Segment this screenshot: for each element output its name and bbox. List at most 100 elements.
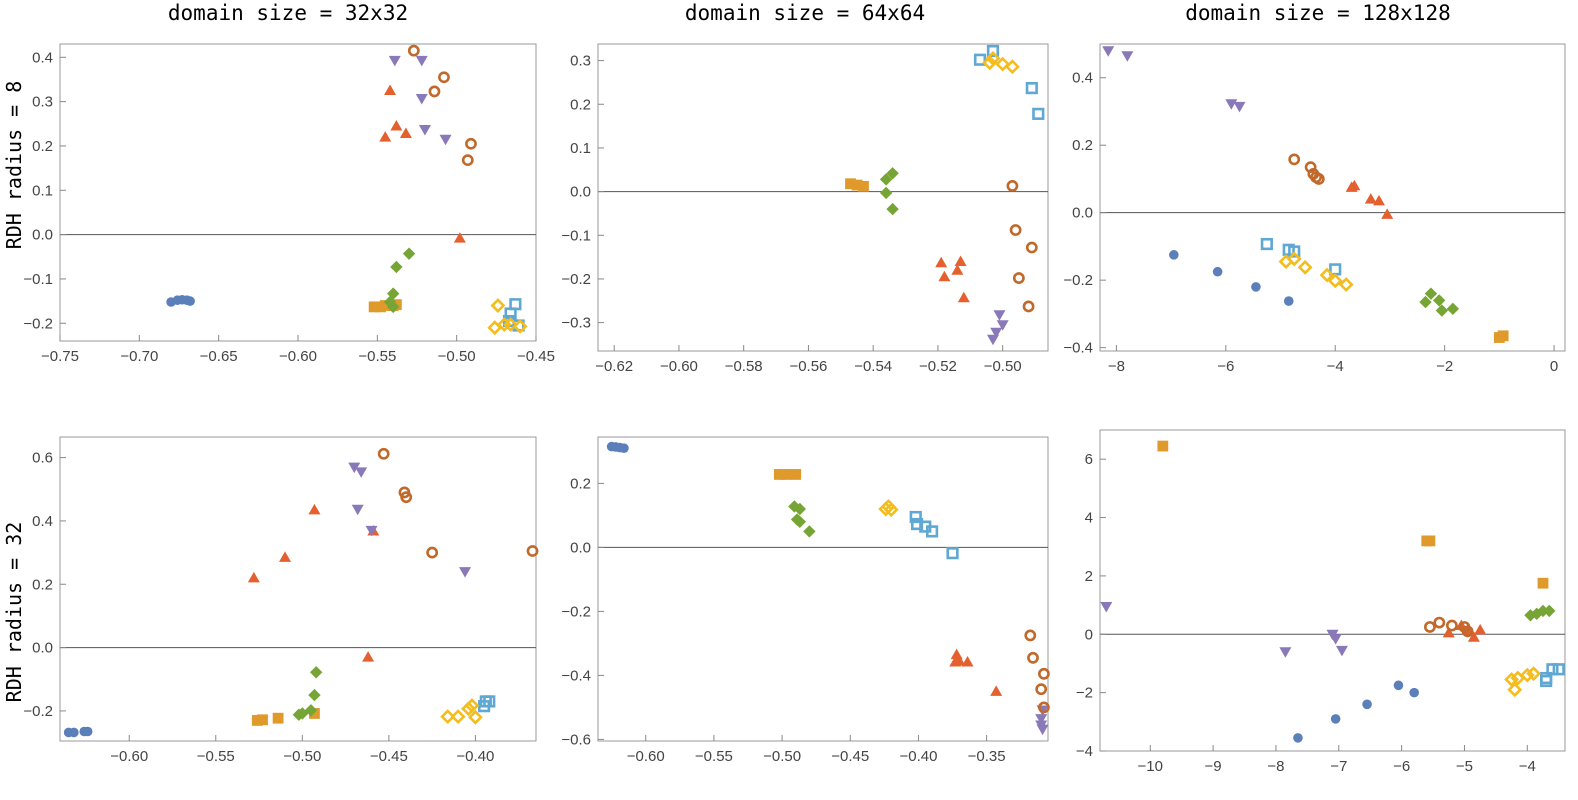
x-tick-label: −0.45 <box>370 748 408 765</box>
data-point-triangle-down <box>1102 46 1115 57</box>
data-point-triangle-up <box>953 655 966 666</box>
data-point-diamond-open <box>467 709 483 725</box>
x-tick-label: −0.52 <box>919 358 957 375</box>
series-red_triangle <box>379 84 466 243</box>
data-point-triangle-down <box>418 125 431 136</box>
data-point-circle <box>1330 714 1341 724</box>
data-point-circle-open <box>400 491 413 504</box>
data-point-triangle-up <box>279 551 292 562</box>
data-point-diamond-open <box>1004 59 1020 75</box>
data-point-square <box>1537 577 1549 589</box>
x-tick-label: −10 <box>1138 758 1163 775</box>
data-point-diamond-open <box>1526 666 1542 682</box>
x-tick-label: −9 <box>1205 758 1222 775</box>
data-point-triangle-down <box>1225 99 1238 110</box>
data-point-triangle-up <box>1364 193 1377 204</box>
series-yellow_diamond <box>487 298 528 336</box>
data-point-diamond <box>879 173 893 186</box>
series-red_triangle <box>935 255 970 303</box>
data-point-diamond-open <box>461 701 476 717</box>
y-tick-label: 0.0 <box>32 640 53 657</box>
data-point-triangle-up <box>308 503 321 515</box>
y-tick-label: −2 <box>1076 685 1093 702</box>
panel-r0-c1: −0.62 −0.60 −0.58 −0.56 −0.54 −0.52 −0.50 −0.3 −… <box>561 43 1049 375</box>
x-tick-label: −8 <box>1108 358 1125 375</box>
data-point-diamond <box>308 688 321 702</box>
series-green_diamond <box>292 666 323 721</box>
series-blue_circle <box>63 726 93 738</box>
data-point-triangle-down <box>348 462 361 474</box>
series-red_triangle <box>1345 179 1394 219</box>
data-point-diamond <box>1543 604 1556 618</box>
series-orange_square <box>773 469 802 480</box>
x-tick-label: −0.35 <box>968 748 1006 765</box>
data-point-circle-open <box>1025 241 1038 254</box>
column-title-128: domain size = 128x128 <box>1185 1 1451 25</box>
x-tick-label: −0.60 <box>660 358 698 375</box>
series-orange_square <box>251 708 320 726</box>
y-tick-label: −0.1 <box>23 271 53 288</box>
series-yellow_diamond <box>1278 251 1354 292</box>
series-purple_triangle <box>348 462 472 578</box>
data-point-triangle-up <box>990 685 1003 696</box>
panel-r0-c0: −0.75 −0.70 −0.65 −0.60 −0.55 −0.50 −0.45 −0.2 −… <box>23 43 555 365</box>
data-point-circle <box>1251 282 1261 292</box>
data-point-triangle-down <box>439 134 452 146</box>
y-tick-label: −0.4 <box>1063 340 1093 357</box>
data-point-circle-open <box>1445 619 1458 632</box>
data-point-diamond <box>1432 294 1446 307</box>
data-point-triangle-up <box>1381 208 1394 219</box>
series-green_diamond <box>788 500 816 538</box>
data-point-diamond-open <box>450 709 466 725</box>
data-point-diamond-open <box>982 55 998 71</box>
series-purple_triangle <box>1102 46 1246 113</box>
data-point-square <box>1157 440 1169 452</box>
data-point-diamond <box>1446 302 1460 316</box>
series-purple_triangle <box>388 55 452 146</box>
data-point-circle-open <box>1304 161 1317 174</box>
data-point-triangle-down <box>990 327 1003 339</box>
y-tick-label: 6 <box>1085 451 1093 468</box>
data-point-circle <box>1283 296 1294 306</box>
data-point-square <box>257 714 268 726</box>
data-point-circle-open <box>1035 683 1048 696</box>
y-tick-label: −0.2 <box>23 315 53 332</box>
data-point-circle-open <box>1022 300 1035 313</box>
data-point-circle-open <box>1038 701 1050 714</box>
data-point-triangle-down <box>365 525 378 537</box>
series-brown_circle <box>1024 629 1050 714</box>
data-point-square-open <box>986 44 1000 58</box>
data-point-circle-open <box>428 85 441 98</box>
y-tick-label: 0.0 <box>32 227 53 244</box>
x-tick-label: −4 <box>1327 358 1344 375</box>
y-tick-label: 0.4 <box>32 49 53 66</box>
data-point-triangle-up <box>957 291 970 303</box>
data-point-triangle-down <box>355 467 368 478</box>
series-blue_square <box>477 695 496 713</box>
x-tick-label: −0.40 <box>899 748 937 765</box>
series-green_diamond <box>879 167 899 216</box>
data-point-diamond <box>886 167 899 180</box>
row-title-radius-32: RDH radius = 32 <box>2 522 26 703</box>
data-point-diamond-open <box>1297 259 1313 275</box>
y-tick-label: 0.1 <box>32 182 53 199</box>
data-point-circle-open <box>1423 621 1436 633</box>
data-point-diamond-open <box>464 698 480 713</box>
x-tick-label: −0.54 <box>854 358 892 375</box>
y-tick-label: −0.2 <box>23 703 53 720</box>
y-tick-label: 0.4 <box>1072 70 1093 87</box>
data-point-triangle-up <box>390 120 403 131</box>
data-point-triangle-down <box>351 504 364 516</box>
series-brown_circle <box>377 447 539 559</box>
data-point-triangle-up <box>453 232 466 243</box>
x-tick-label: −0.62 <box>595 358 633 375</box>
series-red_triangle <box>949 648 1003 696</box>
x-tick-label: −0.55 <box>358 348 396 365</box>
y-tick-label: 0.4 <box>32 513 53 530</box>
data-point-triangle-down <box>459 567 472 578</box>
x-tick-label: −2 <box>1436 358 1453 375</box>
data-point-square-open <box>910 517 924 531</box>
x-tick-label: −0.60 <box>279 348 317 365</box>
x-tick-label: −8 <box>1267 758 1284 775</box>
